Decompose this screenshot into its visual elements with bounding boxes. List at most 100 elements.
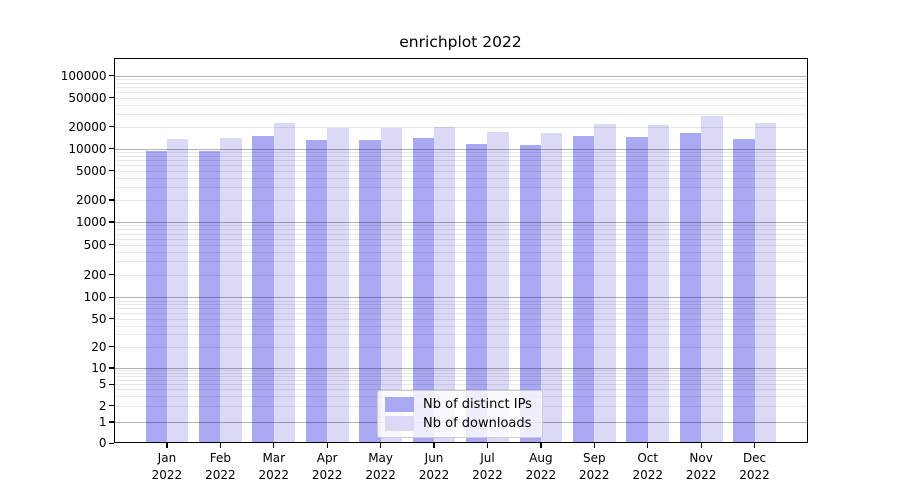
gridline bbox=[113, 304, 808, 306]
gridline bbox=[113, 373, 808, 375]
x-tick bbox=[540, 443, 542, 448]
x-tick-label-sep: Sep 2022 bbox=[579, 451, 610, 482]
bar-downloads-feb bbox=[220, 138, 242, 444]
gridline bbox=[113, 233, 808, 235]
x-tick bbox=[219, 443, 221, 448]
gridline bbox=[113, 376, 808, 378]
bar-downloads-may bbox=[380, 127, 402, 444]
y-tick-label: 1 bbox=[98, 415, 107, 429]
gridline bbox=[113, 346, 808, 348]
bar-distinct-ips-dec bbox=[733, 138, 755, 444]
gridline bbox=[113, 177, 808, 179]
y-tick bbox=[109, 148, 114, 150]
x-tick bbox=[700, 443, 702, 448]
bar-downloads-sep bbox=[594, 124, 616, 444]
gridline bbox=[113, 252, 808, 254]
y-tick bbox=[109, 383, 114, 385]
bar-downloads-oct bbox=[647, 124, 670, 444]
gridline bbox=[113, 87, 808, 88]
y-tick bbox=[109, 346, 114, 348]
gridline bbox=[113, 152, 808, 154]
y-tick bbox=[109, 405, 114, 407]
y-tick bbox=[109, 221, 114, 223]
y-tick-label: 10 bbox=[91, 360, 107, 375]
x-tick bbox=[486, 443, 489, 448]
chart-title: enrichplot 2022 bbox=[399, 33, 522, 51]
gridline bbox=[113, 325, 808, 327]
legend-label: Nb of distinct IPs bbox=[423, 397, 532, 412]
bar-downloads-nov bbox=[701, 116, 723, 444]
gridline bbox=[113, 170, 808, 172]
x-tick-label-mar: Mar 2022 bbox=[258, 451, 290, 482]
x-tick bbox=[379, 443, 382, 448]
gridline bbox=[113, 384, 808, 386]
bar-distinct-ips-apr bbox=[305, 139, 328, 444]
x-tick-label-nov: Nov 2022 bbox=[685, 451, 717, 482]
gridline bbox=[113, 148, 808, 150]
bar-distinct-ips-oct bbox=[626, 137, 648, 444]
x-tick-label-apr: Apr 2022 bbox=[311, 451, 343, 482]
x-tick-label-jun: Jun 2022 bbox=[418, 451, 450, 482]
bar-downloads-apr bbox=[327, 128, 349, 444]
y-tick-label: 0 bbox=[98, 436, 107, 451]
gridline bbox=[113, 199, 808, 201]
y-tick bbox=[109, 421, 114, 423]
y-tick bbox=[109, 296, 114, 299]
y-tick-label: 100 bbox=[83, 290, 107, 305]
y-tick-label: 5 bbox=[98, 377, 107, 392]
gridline bbox=[113, 79, 808, 81]
legend-item: Nb of distinct IPs bbox=[385, 397, 535, 412]
gridline bbox=[113, 187, 808, 189]
gridline bbox=[113, 97, 808, 99]
gridline bbox=[113, 389, 808, 391]
bar-downloads-jul bbox=[487, 131, 509, 444]
y-tick bbox=[109, 318, 114, 320]
bar-distinct-ips-feb bbox=[198, 150, 221, 444]
x-tick-label-may: May 2022 bbox=[365, 451, 396, 482]
bar-distinct-ips-nov bbox=[679, 133, 702, 444]
bar-distinct-ips-jan bbox=[145, 150, 167, 444]
gridline bbox=[113, 91, 808, 93]
y-tick bbox=[109, 75, 114, 77]
gridline bbox=[113, 313, 808, 315]
bar-distinct-ips-aug bbox=[519, 145, 541, 444]
x-tick-label-jul: Jul 2022 bbox=[472, 451, 503, 482]
legend-swatch bbox=[385, 416, 414, 431]
gridline bbox=[113, 225, 808, 227]
gridline bbox=[113, 164, 808, 166]
gridline bbox=[113, 126, 808, 128]
bar-downloads-mar bbox=[273, 123, 296, 444]
y-tick bbox=[109, 97, 114, 99]
gridline bbox=[113, 244, 808, 246]
bar-distinct-ips-jul bbox=[466, 144, 488, 444]
gridline bbox=[113, 334, 808, 336]
x-tick bbox=[166, 443, 168, 448]
bar-downloads-aug bbox=[540, 132, 563, 444]
gridline bbox=[113, 367, 808, 369]
x-tick-label-feb: Feb 2022 bbox=[205, 451, 236, 482]
bar-distinct-ips-sep bbox=[572, 135, 595, 444]
y-tick bbox=[109, 367, 114, 369]
y-tick bbox=[109, 274, 114, 276]
x-tick bbox=[753, 443, 756, 448]
y-tick-label: 100000 bbox=[60, 68, 107, 83]
y-tick bbox=[109, 126, 114, 128]
y-tick bbox=[109, 442, 114, 444]
legend: Nb of distinct IPs Nb of downloads bbox=[377, 390, 543, 438]
x-tick-label-jan: Jan 2022 bbox=[151, 451, 183, 482]
x-tick bbox=[273, 443, 275, 448]
y-tick-label: 2 bbox=[98, 398, 107, 413]
gridline bbox=[113, 82, 808, 84]
x-tick bbox=[433, 443, 435, 448]
y-tick-label: 2000 bbox=[75, 192, 107, 207]
y-tick-label: 50 bbox=[91, 311, 107, 326]
y-tick-label: 200 bbox=[83, 267, 107, 282]
bar-downloads-dec bbox=[754, 122, 776, 444]
gridline bbox=[113, 261, 808, 263]
y-tick bbox=[109, 244, 114, 246]
gridline bbox=[113, 370, 808, 372]
gridline bbox=[113, 297, 808, 299]
gridline bbox=[113, 113, 808, 115]
y-tick-label: 500 bbox=[83, 237, 107, 252]
